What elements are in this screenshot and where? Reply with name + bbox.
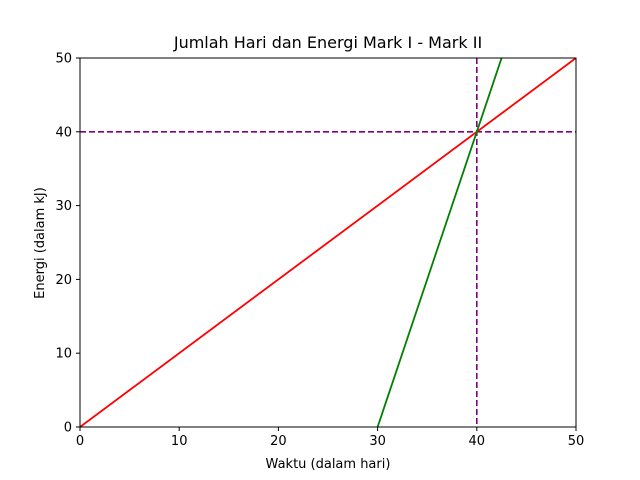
y-tick-label: 10 xyxy=(55,347,72,362)
x-tick-label: 50 xyxy=(568,434,585,449)
x-axis: 0 10 20 30 40 50 xyxy=(76,427,584,449)
x-tick-label: 10 xyxy=(171,434,188,449)
x-axis-label: Waktu (dalam hari) xyxy=(266,457,391,472)
series-line-1 xyxy=(80,58,576,427)
plot-frame xyxy=(79,57,577,428)
y-tick-label: 50 xyxy=(55,52,72,67)
plot-area xyxy=(79,57,577,428)
x-tick-label: 0 xyxy=(76,434,84,449)
x-tick-label: 30 xyxy=(369,434,386,449)
y-axis: 0 10 20 30 40 50 xyxy=(55,52,80,436)
y-axis-label: Energi (dalam kJ) xyxy=(33,187,48,299)
x-tick-label: 40 xyxy=(469,434,486,449)
chart-title: Jumlah Hari dan Energi Mark I - Mark II xyxy=(173,33,482,52)
y-tick-label: 30 xyxy=(55,199,72,214)
y-tick-label: 0 xyxy=(64,421,72,436)
y-tick-label: 40 xyxy=(55,125,72,140)
y-tick-label: 20 xyxy=(55,273,72,288)
series-line-2 xyxy=(376,58,503,427)
x-tick-label: 20 xyxy=(270,434,287,449)
